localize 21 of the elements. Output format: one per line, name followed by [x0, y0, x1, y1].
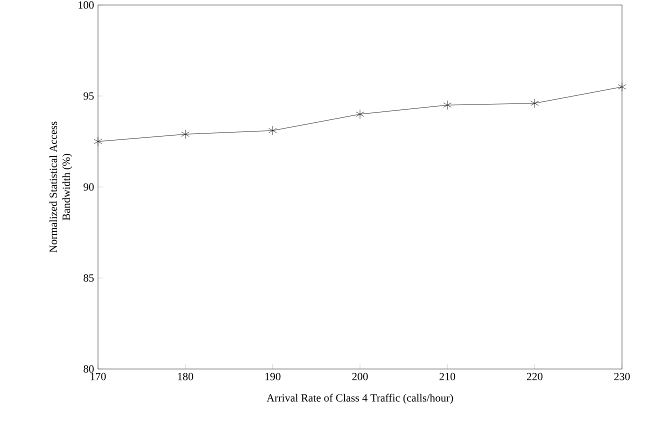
x-tick-label: 230	[614, 372, 630, 380]
y-tick-label: 80	[84, 365, 94, 373]
y-tick-label: 95	[84, 92, 94, 100]
y-tick-label: 90	[84, 183, 94, 191]
y-axis-title: Normalized Statistical Access Bandwidth (%)	[49, 122, 72, 252]
x-tick-label: 190	[265, 372, 280, 380]
point	[356, 110, 364, 119]
y-tick-label: 100	[78, 1, 94, 9]
point	[618, 82, 626, 92]
point	[181, 130, 190, 139]
x-axis-title: Arrival Rate of Class 4 Traffic (calls/hour)	[266, 394, 453, 404]
x-tick-label: 220	[526, 372, 542, 380]
x-tick-label: 200	[352, 372, 368, 380]
x-tick-label: 170	[90, 372, 106, 380]
x-tick-label: 180	[178, 372, 194, 380]
point	[268, 126, 277, 136]
x-tick-label: 210	[440, 372, 456, 380]
point	[443, 100, 452, 110]
point	[530, 98, 539, 108]
y-tick-label: 85	[84, 274, 94, 282]
point	[94, 136, 102, 146]
